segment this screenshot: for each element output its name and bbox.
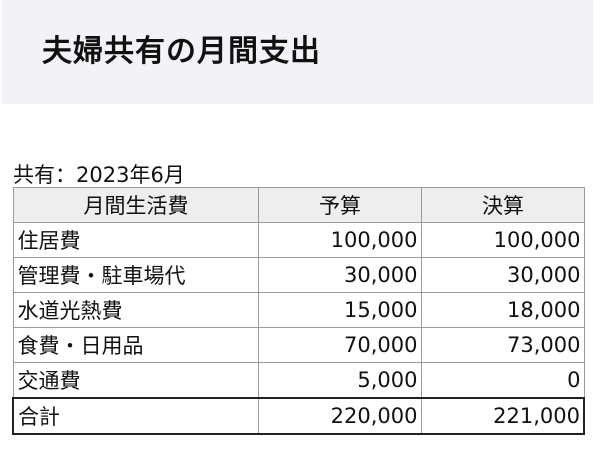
column-header-budget: 予算 (257, 187, 422, 223)
budget-table: 月間生活費 予算 決算 住居費 100,000 100,000 管理費・駐車場代… (12, 187, 585, 435)
column-header-actual: 決算 (420, 187, 585, 223)
row-item-label: 交通費 (12, 362, 259, 399)
table-row: 交通費 5,000 0 (12, 362, 585, 399)
row-actual-value: 18,000 (420, 292, 585, 328)
row-item-label: 水道光熱費 (12, 292, 259, 328)
row-budget-value: 15,000 (257, 292, 422, 328)
table-row: 食費・日用品 70,000 73,000 (12, 327, 585, 363)
total-budget-value: 220,000 (257, 397, 422, 435)
column-header-item: 月間生活費 (12, 187, 259, 223)
row-actual-value: 0 (420, 362, 585, 399)
title-bar: 夫婦共有の月間支出 (2, 0, 593, 104)
row-actual-value: 73,000 (420, 327, 585, 363)
row-budget-value: 70,000 (257, 327, 422, 363)
row-actual-value: 100,000 (420, 222, 585, 258)
row-item-label: 管理費・駐車場代 (12, 257, 259, 293)
row-budget-value: 100,000 (257, 222, 422, 258)
total-label: 合計 (12, 397, 259, 435)
table-row: 管理費・駐車場代 30,000 30,000 (12, 257, 585, 293)
total-actual-value: 221,000 (420, 397, 585, 435)
table-row: 住居費 100,000 100,000 (12, 222, 585, 258)
table-caption: 共有：2023年6月 (13, 163, 185, 187)
row-actual-value: 30,000 (420, 257, 585, 293)
row-budget-value: 30,000 (257, 257, 422, 293)
table-row: 水道光熱費 15,000 18,000 (12, 292, 585, 328)
total-row: 合計 220,000 221,000 (12, 397, 585, 435)
row-item-label: 住居費 (12, 222, 259, 258)
table-header-row: 月間生活費 予算 決算 (12, 187, 585, 223)
row-item-label: 食費・日用品 (12, 327, 259, 363)
row-budget-value: 5,000 (257, 362, 422, 399)
page-title: 夫婦共有の月間支出 (42, 34, 321, 69)
